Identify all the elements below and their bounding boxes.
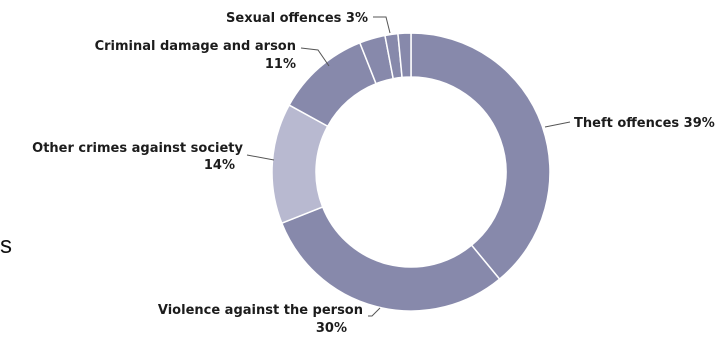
slice-label-theft: Theft offences 39%	[574, 116, 715, 131]
slice-label-sexual: Sexual offences 3%	[226, 11, 368, 26]
slice-value-violence: 30%	[316, 321, 347, 336]
cropped-edge-text: s	[0, 232, 12, 259]
slice-label-other: Other crimes against society	[32, 141, 243, 156]
leader-sexual	[373, 16, 391, 34]
slice-value-other: 14%	[204, 158, 235, 173]
leader-violence	[368, 307, 381, 317]
slice-label-violence: Violence against the person	[158, 303, 363, 318]
slice-value-criminal: 11%	[265, 57, 296, 72]
donut-slices	[271, 32, 551, 312]
leader-other	[246, 154, 275, 161]
leader-theft	[544, 121, 571, 128]
leader-criminal	[300, 47, 330, 67]
slice-label-criminal: Criminal damage and arson	[95, 39, 296, 54]
donut-slice-2	[271, 104, 329, 225]
donut-slice-0	[410, 32, 551, 281]
donut-slice-1	[280, 205, 501, 312]
donut-slice-6	[397, 32, 412, 79]
